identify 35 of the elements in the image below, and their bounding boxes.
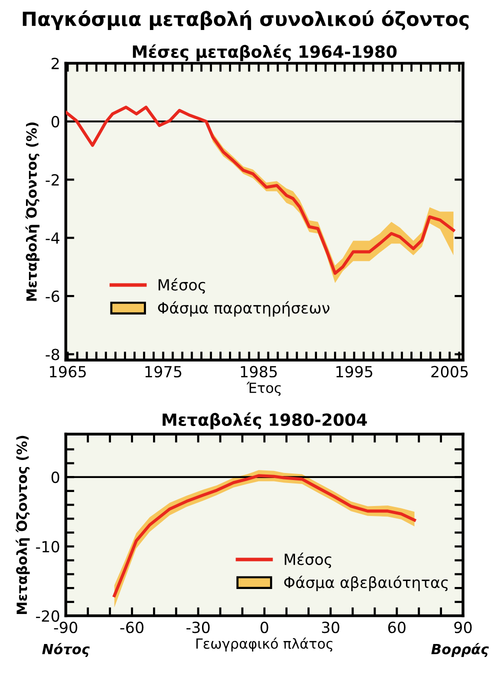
- y-tick-label: 2: [52, 58, 59, 70]
- x-tick-label: 1975: [145, 366, 182, 378]
- chart-title: Παγκόσμια μεταβολή συνολικού όζοντος: [22, 10, 469, 30]
- x-axis-title: Έτος: [246, 382, 281, 396]
- legend-label: Μέσος: [158, 278, 206, 294]
- x-tick-label: 1985: [240, 366, 277, 378]
- x-axis-title: Γεωγραφικό πλάτος: [196, 638, 332, 652]
- text: Νότος: [42, 643, 90, 658]
- line-series: [66, 106, 455, 275]
- y-tick-label: -20: [36, 610, 60, 622]
- y-tick-label: -10: [36, 540, 60, 552]
- x-tick-label: 1995: [336, 366, 372, 378]
- annotation: Φάσμα αβεβαιότητας: [284, 576, 448, 592]
- text: Βορράς: [431, 643, 489, 658]
- x-tick-label: 90: [454, 622, 472, 634]
- x-tick-label: 30: [322, 622, 340, 634]
- y-tick-label: -8: [46, 348, 60, 360]
- x-tick-label: -90: [54, 622, 78, 634]
- x-tick-label: -60: [120, 622, 144, 634]
- x-tick-label: 0: [260, 622, 268, 634]
- y-tick-label: 0: [52, 116, 60, 128]
- y-axis-title: Μεταβολή Όζοντος (%): [16, 436, 30, 614]
- chart-title: Μεταβολές 1980-2004: [162, 412, 367, 430]
- y-tick-label: 0: [52, 472, 60, 484]
- x-tick-label: 60: [388, 622, 406, 634]
- y-tick-label: -2: [46, 174, 59, 186]
- x-tick-label: 2005: [431, 366, 468, 378]
- y-axis-title: Μεταβολή Όζοντος (%): [25, 122, 40, 301]
- annotation: Φάσμα παρατηρήσεων: [158, 301, 330, 317]
- y-tick-label: -6: [46, 290, 60, 302]
- y-tick-label: -4: [46, 232, 60, 244]
- chart-subtitle: Μέσες μεταβολές 1964-1980: [132, 44, 397, 62]
- legend-label: Μέσος: [284, 552, 332, 568]
- x-tick-label: -30: [186, 622, 210, 634]
- x-tick-label: 1965: [50, 366, 86, 378]
